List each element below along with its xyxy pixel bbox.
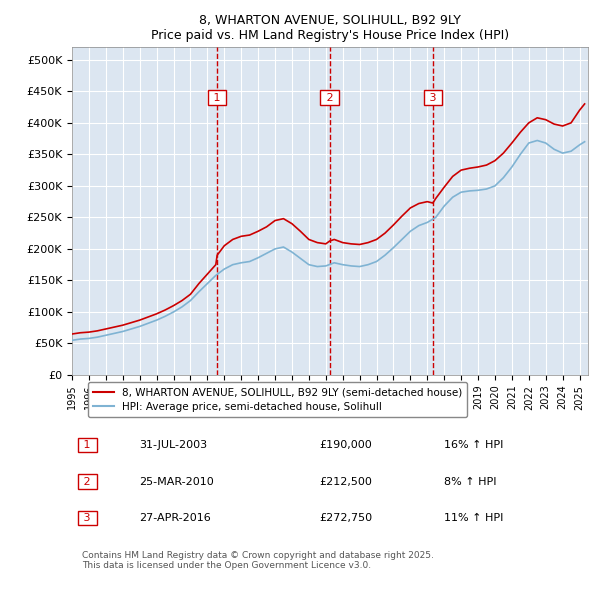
Text: Contains HM Land Registry data © Crown copyright and database right 2025.
This d: Contains HM Land Registry data © Crown c… <box>82 550 434 570</box>
Text: 31-JUL-2003: 31-JUL-2003 <box>139 440 207 450</box>
Text: 2: 2 <box>323 93 337 103</box>
Text: 3: 3 <box>426 93 440 103</box>
Text: 27-APR-2016: 27-APR-2016 <box>139 513 211 523</box>
Text: £272,750: £272,750 <box>320 513 373 523</box>
Legend: 8, WHARTON AVENUE, SOLIHULL, B92 9LY (semi-detached house), HPI: Average price, : 8, WHARTON AVENUE, SOLIHULL, B92 9LY (se… <box>88 382 467 417</box>
Text: 25-MAR-2010: 25-MAR-2010 <box>139 477 214 487</box>
Text: £190,000: £190,000 <box>320 440 373 450</box>
Text: 1: 1 <box>210 93 224 103</box>
Text: 3: 3 <box>80 513 94 523</box>
Text: 11% ↑ HPI: 11% ↑ HPI <box>443 513 503 523</box>
Text: 8% ↑ HPI: 8% ↑ HPI <box>443 477 496 487</box>
Text: 1: 1 <box>80 440 94 450</box>
Text: £212,500: £212,500 <box>320 477 373 487</box>
Text: 16% ↑ HPI: 16% ↑ HPI <box>443 440 503 450</box>
Text: 2: 2 <box>80 477 95 487</box>
Title: 8, WHARTON AVENUE, SOLIHULL, B92 9LY
Price paid vs. HM Land Registry's House Pri: 8, WHARTON AVENUE, SOLIHULL, B92 9LY Pri… <box>151 14 509 42</box>
